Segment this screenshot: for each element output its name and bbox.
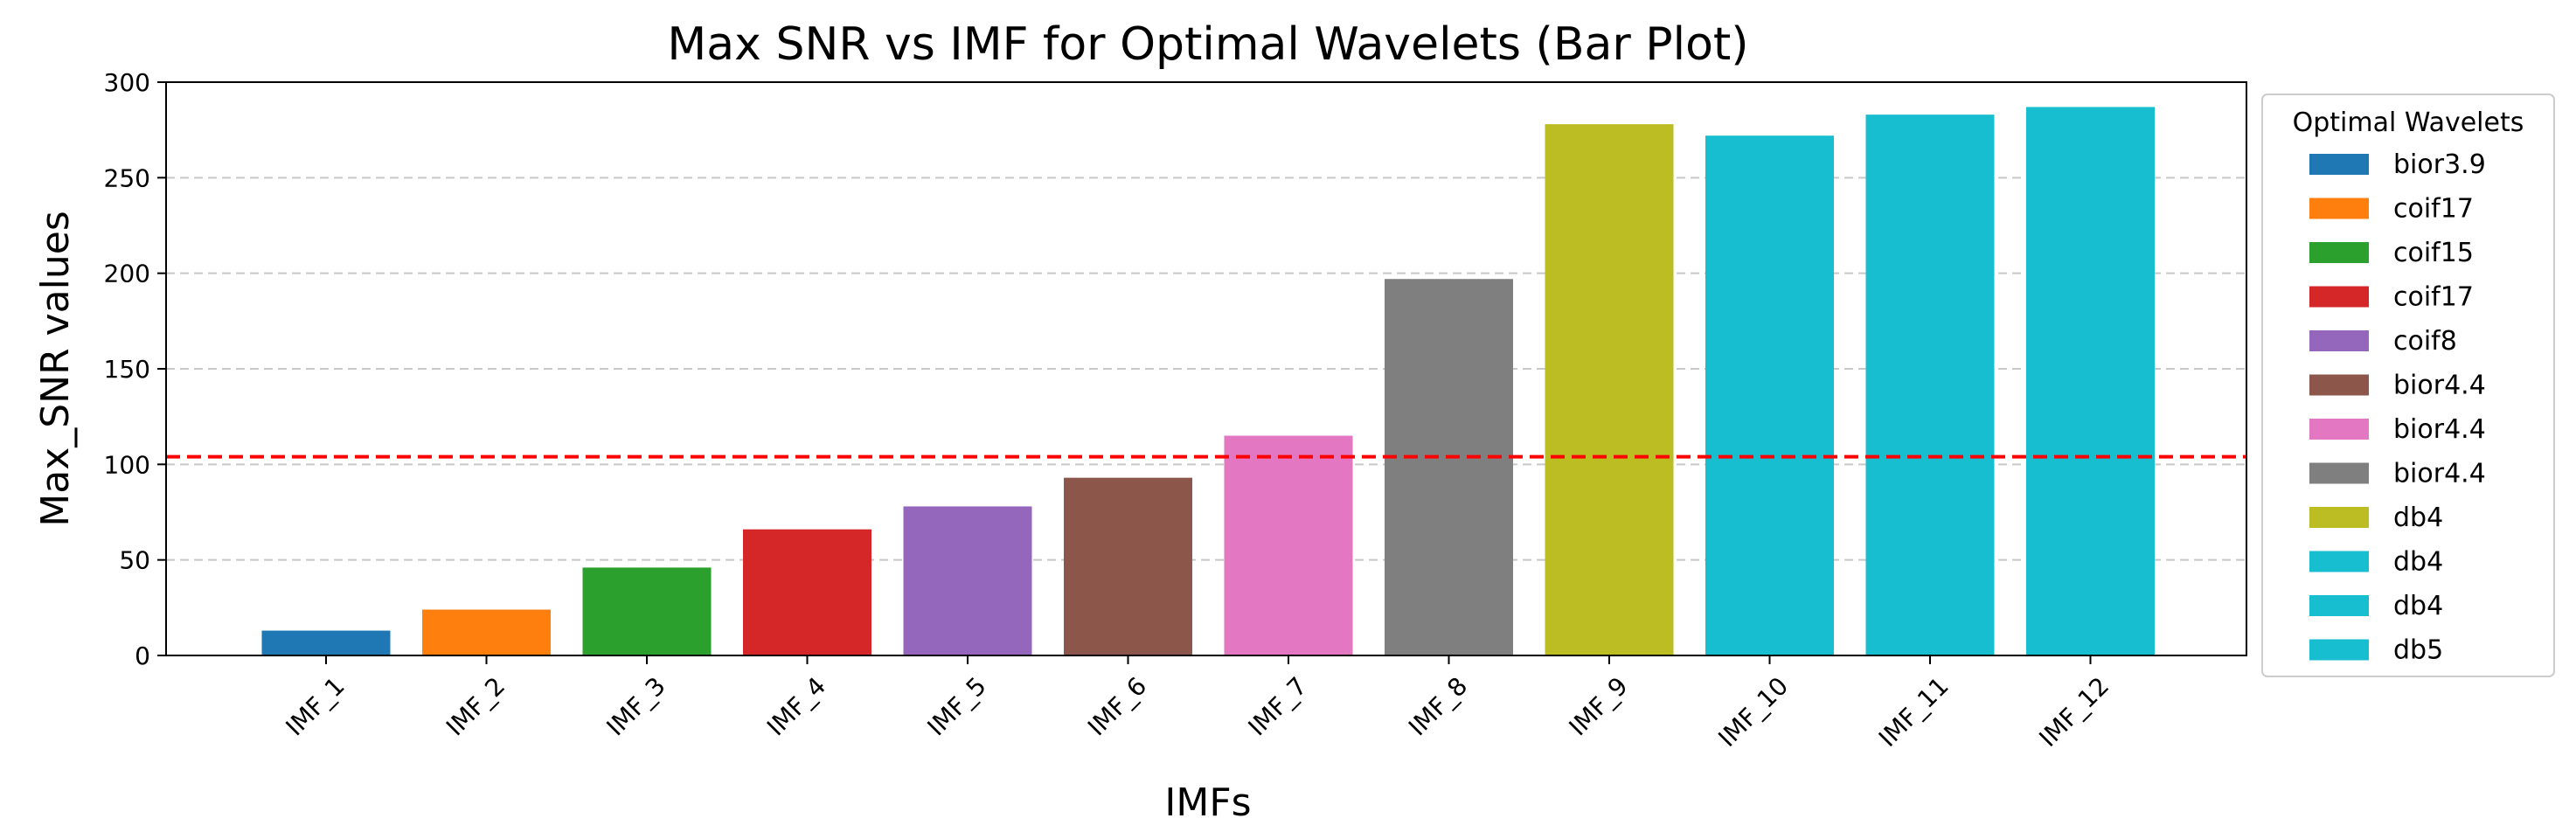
x-tick-label: IMF_12 bbox=[2033, 671, 2114, 752]
x-tick-label: IMF_6 bbox=[1082, 671, 1152, 741]
y-axis: 0 50 100 150 200 250 300 bbox=[104, 68, 166, 670]
legend-swatch bbox=[2309, 595, 2369, 616]
legend-label: bior3.9 bbox=[2393, 149, 2486, 180]
y-tick-label: 300 bbox=[104, 68, 150, 97]
legend-swatch bbox=[2309, 198, 2369, 219]
bar bbox=[1705, 135, 1834, 655]
legend-swatch bbox=[2309, 507, 2369, 528]
legend-swatch bbox=[2309, 242, 2369, 263]
x-tick-label: IMF_11 bbox=[1873, 671, 1955, 752]
bar bbox=[743, 529, 871, 655]
bar bbox=[1064, 477, 1192, 655]
legend-label: bior4.4 bbox=[2393, 371, 2486, 401]
x-tick-label: IMF_3 bbox=[601, 671, 671, 741]
bar bbox=[903, 506, 1032, 655]
legend-label: bior4.4 bbox=[2393, 414, 2486, 445]
y-tick-label: 0 bbox=[135, 641, 150, 670]
legend-items: bior3.9 coif17 coif15 coif17 coif8 bior4.4 bio… bbox=[2309, 149, 2486, 666]
bar bbox=[422, 609, 551, 655]
legend-label: coif17 bbox=[2393, 194, 2474, 225]
x-tick-label: IMF_2 bbox=[441, 671, 510, 741]
legend-title: Optimal Wavelets bbox=[2293, 107, 2524, 138]
legend-swatch bbox=[2309, 551, 2369, 572]
bar bbox=[582, 567, 712, 655]
bar bbox=[261, 630, 391, 655]
legend-label: coif8 bbox=[2393, 326, 2457, 357]
legend-label: coif17 bbox=[2393, 282, 2474, 313]
legend-swatch bbox=[2309, 639, 2369, 661]
y-tick-label: 50 bbox=[119, 546, 150, 575]
y-axis-label: Max_SNR values bbox=[33, 211, 78, 526]
x-tick-label: IMF_1 bbox=[281, 671, 351, 741]
legend-label: db4 bbox=[2393, 503, 2443, 533]
x-tick-label: IMF_4 bbox=[761, 671, 831, 741]
y-tick-label: 100 bbox=[104, 450, 150, 479]
legend-label: coif15 bbox=[2393, 238, 2474, 268]
y-tick-label: 150 bbox=[104, 355, 150, 384]
y-tick-label: 200 bbox=[104, 260, 150, 288]
x-tick-label: IMF_9 bbox=[1564, 671, 1634, 741]
y-tick-label: 250 bbox=[104, 163, 150, 192]
legend: Optimal Wavelets bior3.9 coif17 coif15 coif… bbox=[2261, 94, 2555, 677]
x-tick-label: IMF_8 bbox=[1403, 671, 1473, 741]
legend-swatch bbox=[2309, 286, 2369, 308]
legend-swatch bbox=[2309, 330, 2369, 351]
bar bbox=[1385, 279, 1513, 655]
legend-swatch bbox=[2309, 154, 2369, 175]
legend-box bbox=[2261, 94, 2555, 677]
legend-label: db4 bbox=[2393, 591, 2443, 621]
chart-title: Max SNR vs IMF for Optimal Wavelets (Bar… bbox=[667, 18, 1748, 71]
x-tick-label: IMF_7 bbox=[1243, 671, 1313, 741]
bar bbox=[2026, 107, 2155, 656]
x-axis: IMF_1 IMF_2 IMF_3 IMF_4 IMF_5 IMF_6 IMF_7 IMF_8… bbox=[281, 655, 2114, 752]
legend-label: db4 bbox=[2393, 547, 2443, 578]
x-axis-label: IMFs bbox=[1164, 780, 1251, 825]
bar bbox=[1545, 124, 1674, 655]
legend-label: bior4.4 bbox=[2393, 459, 2486, 489]
legend-label: db5 bbox=[2393, 635, 2443, 666]
bar bbox=[1224, 435, 1353, 655]
legend-swatch bbox=[2309, 419, 2369, 440]
x-tick-label: IMF_10 bbox=[1712, 671, 1794, 752]
bar bbox=[1865, 114, 1995, 655]
legend-swatch bbox=[2309, 462, 2369, 484]
legend-swatch bbox=[2309, 374, 2369, 396]
x-tick-label: IMF_5 bbox=[922, 671, 992, 741]
bars bbox=[261, 107, 2155, 656]
